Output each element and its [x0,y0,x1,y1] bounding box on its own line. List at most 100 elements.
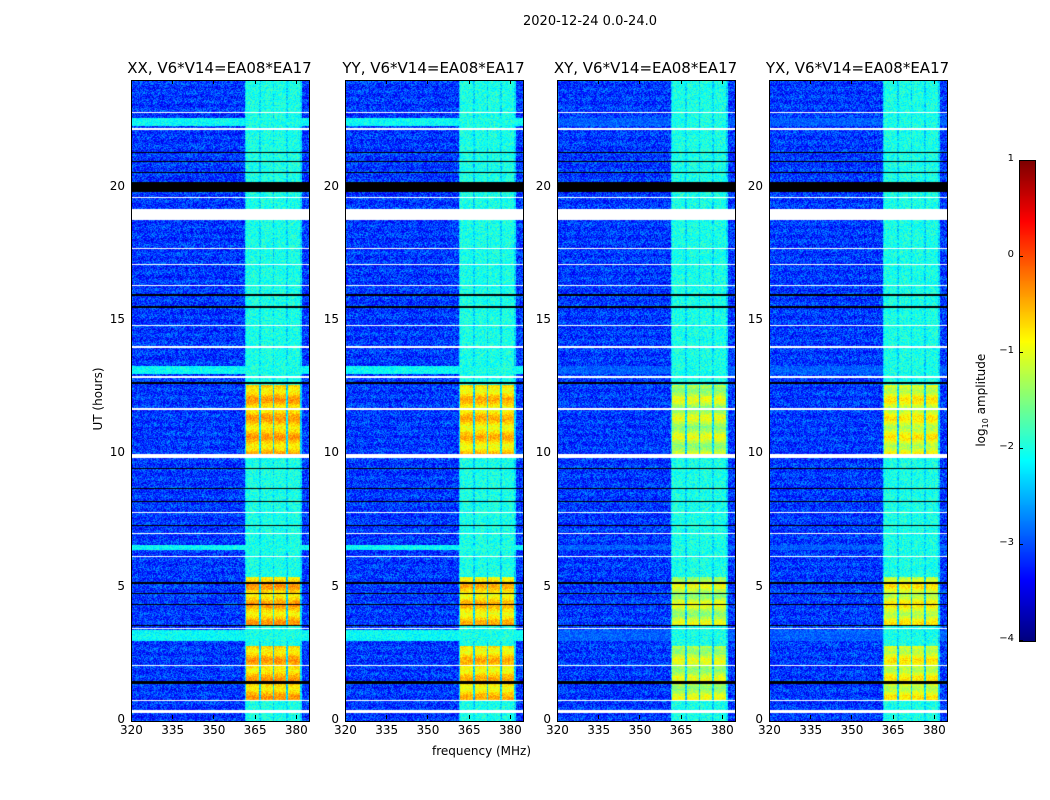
x-tick-label: 320 [758,723,781,737]
colorbar-tick-label: −1 [999,345,1014,356]
x-tick-mark [598,715,600,719]
colorbar-tick-mark [1019,544,1023,545]
colorbar-label: log10 amplitude [974,350,990,450]
x-tick-mark [345,80,346,84]
y-tick-label: 20 [109,178,125,193]
x-tick-mark [769,80,770,84]
colorbar-label-sub: 10 [981,418,991,429]
panel-title: XX, V6*V14=EA08*EA17 [127,59,312,77]
y-tick-label: 0 [331,712,339,726]
x-tick-mark [557,715,558,719]
panel-title: XY, V6*V14=EA08*EA17 [553,59,738,77]
x-tick-label: 320 [334,723,357,737]
y-tick-label: 15 [323,312,339,326]
heatmap-panel-1 [345,80,524,722]
x-tick-mark [639,715,641,719]
x-axis-label: frequency (MHz) [432,744,532,758]
x-tick-mark [468,715,470,719]
x-tick-mark [468,80,470,84]
colorbar-tick-mark [1019,640,1023,641]
x-tick-mark [933,715,935,719]
figure-title: 2020-12-24 0.0-24.0 [523,14,657,29]
y-tick-label: 5 [543,578,551,593]
x-tick-mark [386,80,388,84]
x-tick-mark [639,80,641,84]
heatmap-panel-0 [131,80,310,722]
x-tick-label: 350 [416,723,440,737]
y-tick-label: 0 [543,712,551,726]
x-tick-label: 365 [243,723,267,737]
colorbar-tick-label: 1 [1007,153,1014,164]
x-tick-mark [131,715,132,719]
x-tick-label: 365 [669,723,693,737]
x-tick-label: 335 [799,723,823,737]
x-tick-mark [254,715,256,719]
colorbar-tick-mark [1019,352,1023,353]
x-tick-mark [131,80,132,84]
x-tick-label: 335 [375,723,399,737]
x-tick-mark [851,715,853,719]
x-tick-mark [509,715,511,719]
x-tick-mark [892,715,894,719]
x-tick-mark [810,715,812,719]
colorbar-tick-label: −3 [999,537,1014,548]
heatmap-panel-2 [557,80,736,722]
x-tick-mark [769,715,770,719]
panel-title: YX, V6*V14=EA08*EA17 [765,59,950,77]
colorbar-tick-mark [1019,160,1023,161]
y-tick-label: 0 [117,712,125,726]
x-tick-label: 380 [498,723,522,737]
y-tick-label: 20 [535,178,551,193]
x-tick-label: 365 [457,723,481,737]
x-tick-mark [933,80,935,84]
x-tick-label: 380 [284,723,308,737]
x-tick-mark [172,80,174,84]
x-tick-mark [598,80,600,84]
y-tick-label: 20 [323,178,339,193]
x-tick-label: 380 [922,723,946,737]
y-tick-label: 10 [747,445,763,460]
y-tick-label: 5 [117,578,125,593]
x-tick-mark [509,80,511,84]
x-tick-mark [680,80,682,84]
x-tick-label: 335 [587,723,611,737]
x-tick-mark [295,80,297,84]
x-tick-label: 335 [161,723,185,737]
x-tick-mark [810,80,812,84]
heatmap-panel-3 [769,80,948,722]
x-tick-mark [427,715,429,719]
colorbar-label-text: amplitude [973,353,988,415]
colorbar-tick-label: −4 [999,633,1014,644]
x-tick-mark [172,715,174,719]
y-tick-label: 20 [747,178,763,193]
x-tick-mark [386,715,388,719]
x-tick-mark [345,715,346,719]
colorbar-tick-mark [1019,256,1023,257]
y-tick-label: 10 [109,445,125,460]
x-tick-mark [851,80,853,84]
x-tick-mark [721,80,723,84]
y-tick-label: 5 [755,578,763,593]
colorbar-tick-mark [1019,448,1023,449]
x-tick-label: 320 [120,723,143,737]
x-tick-label: 365 [881,723,905,737]
x-tick-mark [721,715,723,719]
colorbar-label-prefix: log [973,428,988,447]
y-tick-label: 10 [535,445,551,460]
y-tick-label: 0 [755,712,763,726]
y-tick-label: 10 [323,445,339,460]
y-tick-label: 5 [331,578,339,593]
x-tick-mark [427,80,429,84]
colorbar [1019,160,1036,642]
y-tick-label: 15 [109,312,125,326]
x-tick-label: 380 [710,723,734,737]
x-tick-label: 350 [628,723,652,737]
x-tick-mark [680,715,682,719]
y-tick-label: 15 [747,312,763,326]
colorbar-tick-label: 0 [1007,249,1014,260]
y-axis-label: UT (hours) [91,367,105,431]
panel-title: YY, V6*V14=EA08*EA17 [342,59,525,77]
x-tick-mark [892,80,894,84]
x-tick-label: 350 [840,723,864,737]
colorbar-tick-label: −2 [999,441,1014,452]
